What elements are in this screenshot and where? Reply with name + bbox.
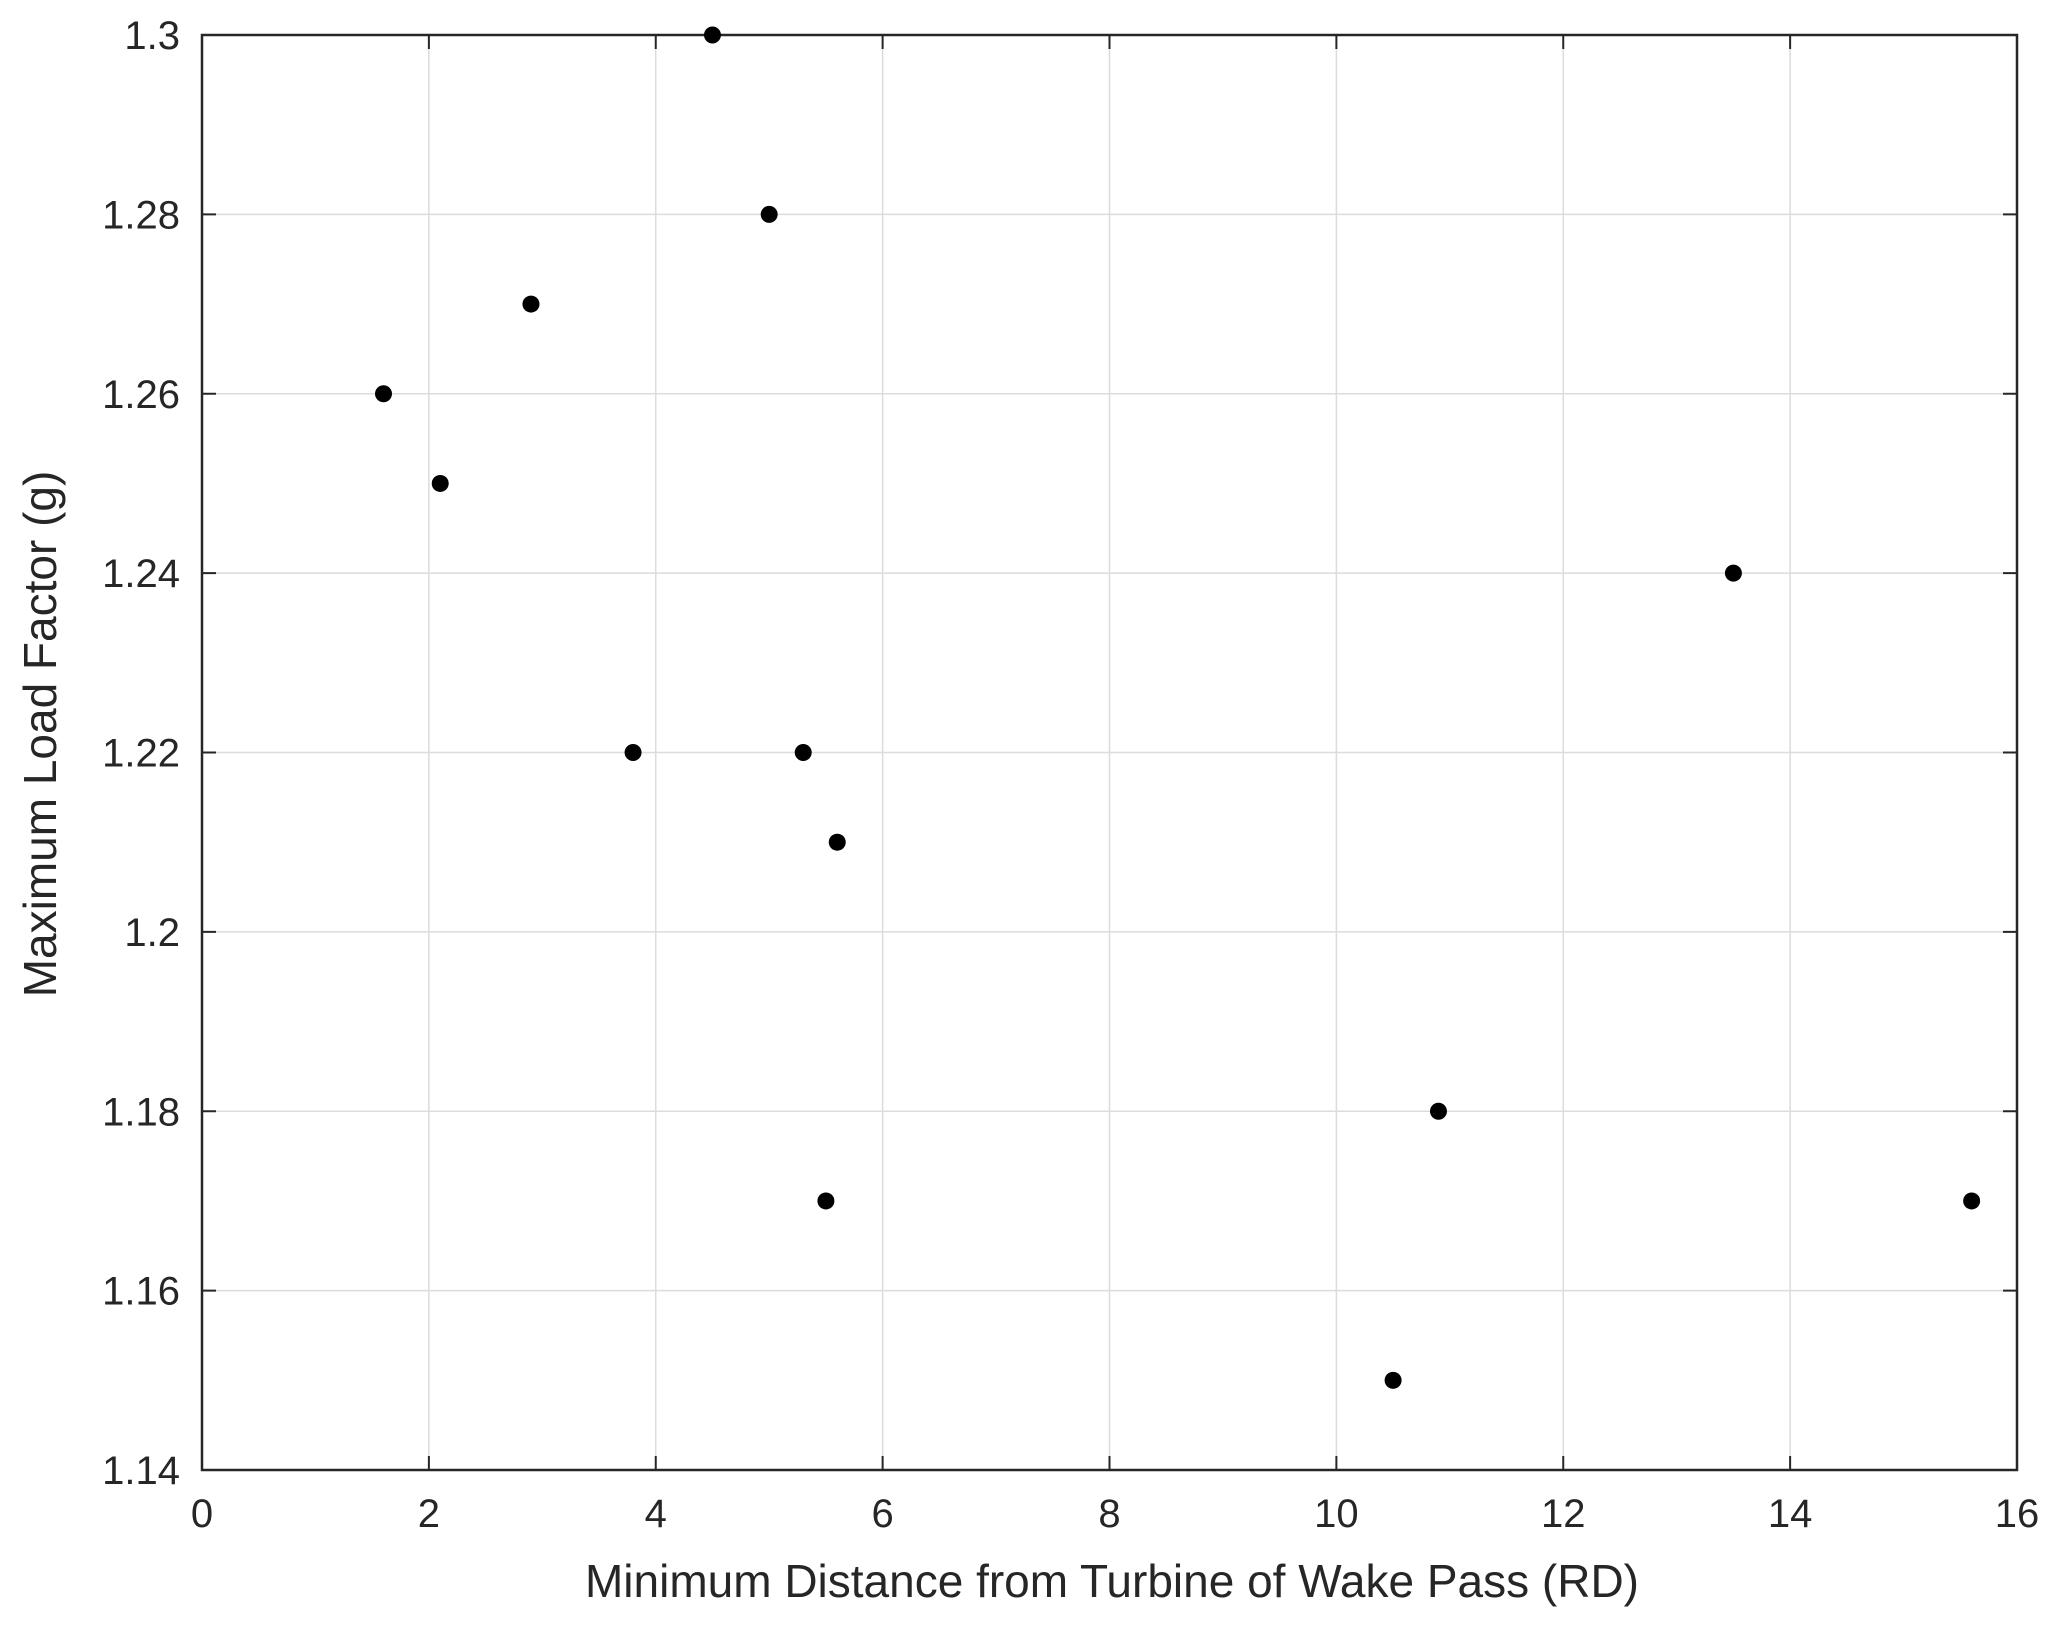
y-tick-label: 1.3 <box>124 14 180 58</box>
scatter-point <box>817 1192 835 1210</box>
scatter-point <box>1429 1102 1447 1120</box>
y-tick-label: 1.28 <box>102 193 180 237</box>
x-tick-label: 6 <box>872 1492 894 1536</box>
grid-lines <box>202 35 2017 1470</box>
x-tick-label: 14 <box>1768 1492 1813 1536</box>
x-tick-label: 0 <box>191 1492 213 1536</box>
scatter-point <box>794 744 812 761</box>
x-tick-label: 12 <box>1541 1492 1586 1536</box>
tick-labels: 0 2 4 6 8 10 12 14 16 1.14 1.16 1.18 1.2 1.22 1.24 1.26… <box>102 14 2039 1536</box>
y-tick-label: 1.24 <box>102 552 180 596</box>
scatter-point <box>703 26 721 44</box>
scatter-point <box>1963 1192 1981 1210</box>
x-tick-label: 16 <box>1995 1492 2040 1536</box>
scatter-point <box>1724 564 1742 582</box>
x-tick-label: 8 <box>1098 1492 1120 1536</box>
y-tick-label: 1.26 <box>102 373 180 417</box>
scatter-point <box>624 744 642 761</box>
y-tick-label: 1.18 <box>102 1090 180 1134</box>
axes <box>200 33 2019 1472</box>
data-points <box>375 26 1981 1389</box>
plot-frame <box>200 33 2019 1472</box>
y-tick-label: 1.22 <box>102 732 180 776</box>
x-tick-label: 10 <box>1314 1492 1359 1536</box>
x-axis-title: Minimum Distance from Turbine of Wake Pa… <box>585 1555 1639 1607</box>
scatter-point <box>828 833 846 851</box>
scatter-point <box>375 385 392 403</box>
y-tick-label: 1.16 <box>102 1270 180 1314</box>
x-tick-label: 2 <box>418 1492 440 1536</box>
scatter-point <box>760 205 778 223</box>
scatter-point <box>431 474 449 492</box>
y-tick-label: 1.2 <box>124 911 180 955</box>
y-axis-title: Maximum Load Factor (g) <box>14 471 66 998</box>
x-tick-label: 4 <box>645 1492 667 1536</box>
scatter-point <box>522 295 540 313</box>
y-tick-label: 1.14 <box>102 1449 180 1493</box>
scatter-point <box>1384 1371 1402 1389</box>
